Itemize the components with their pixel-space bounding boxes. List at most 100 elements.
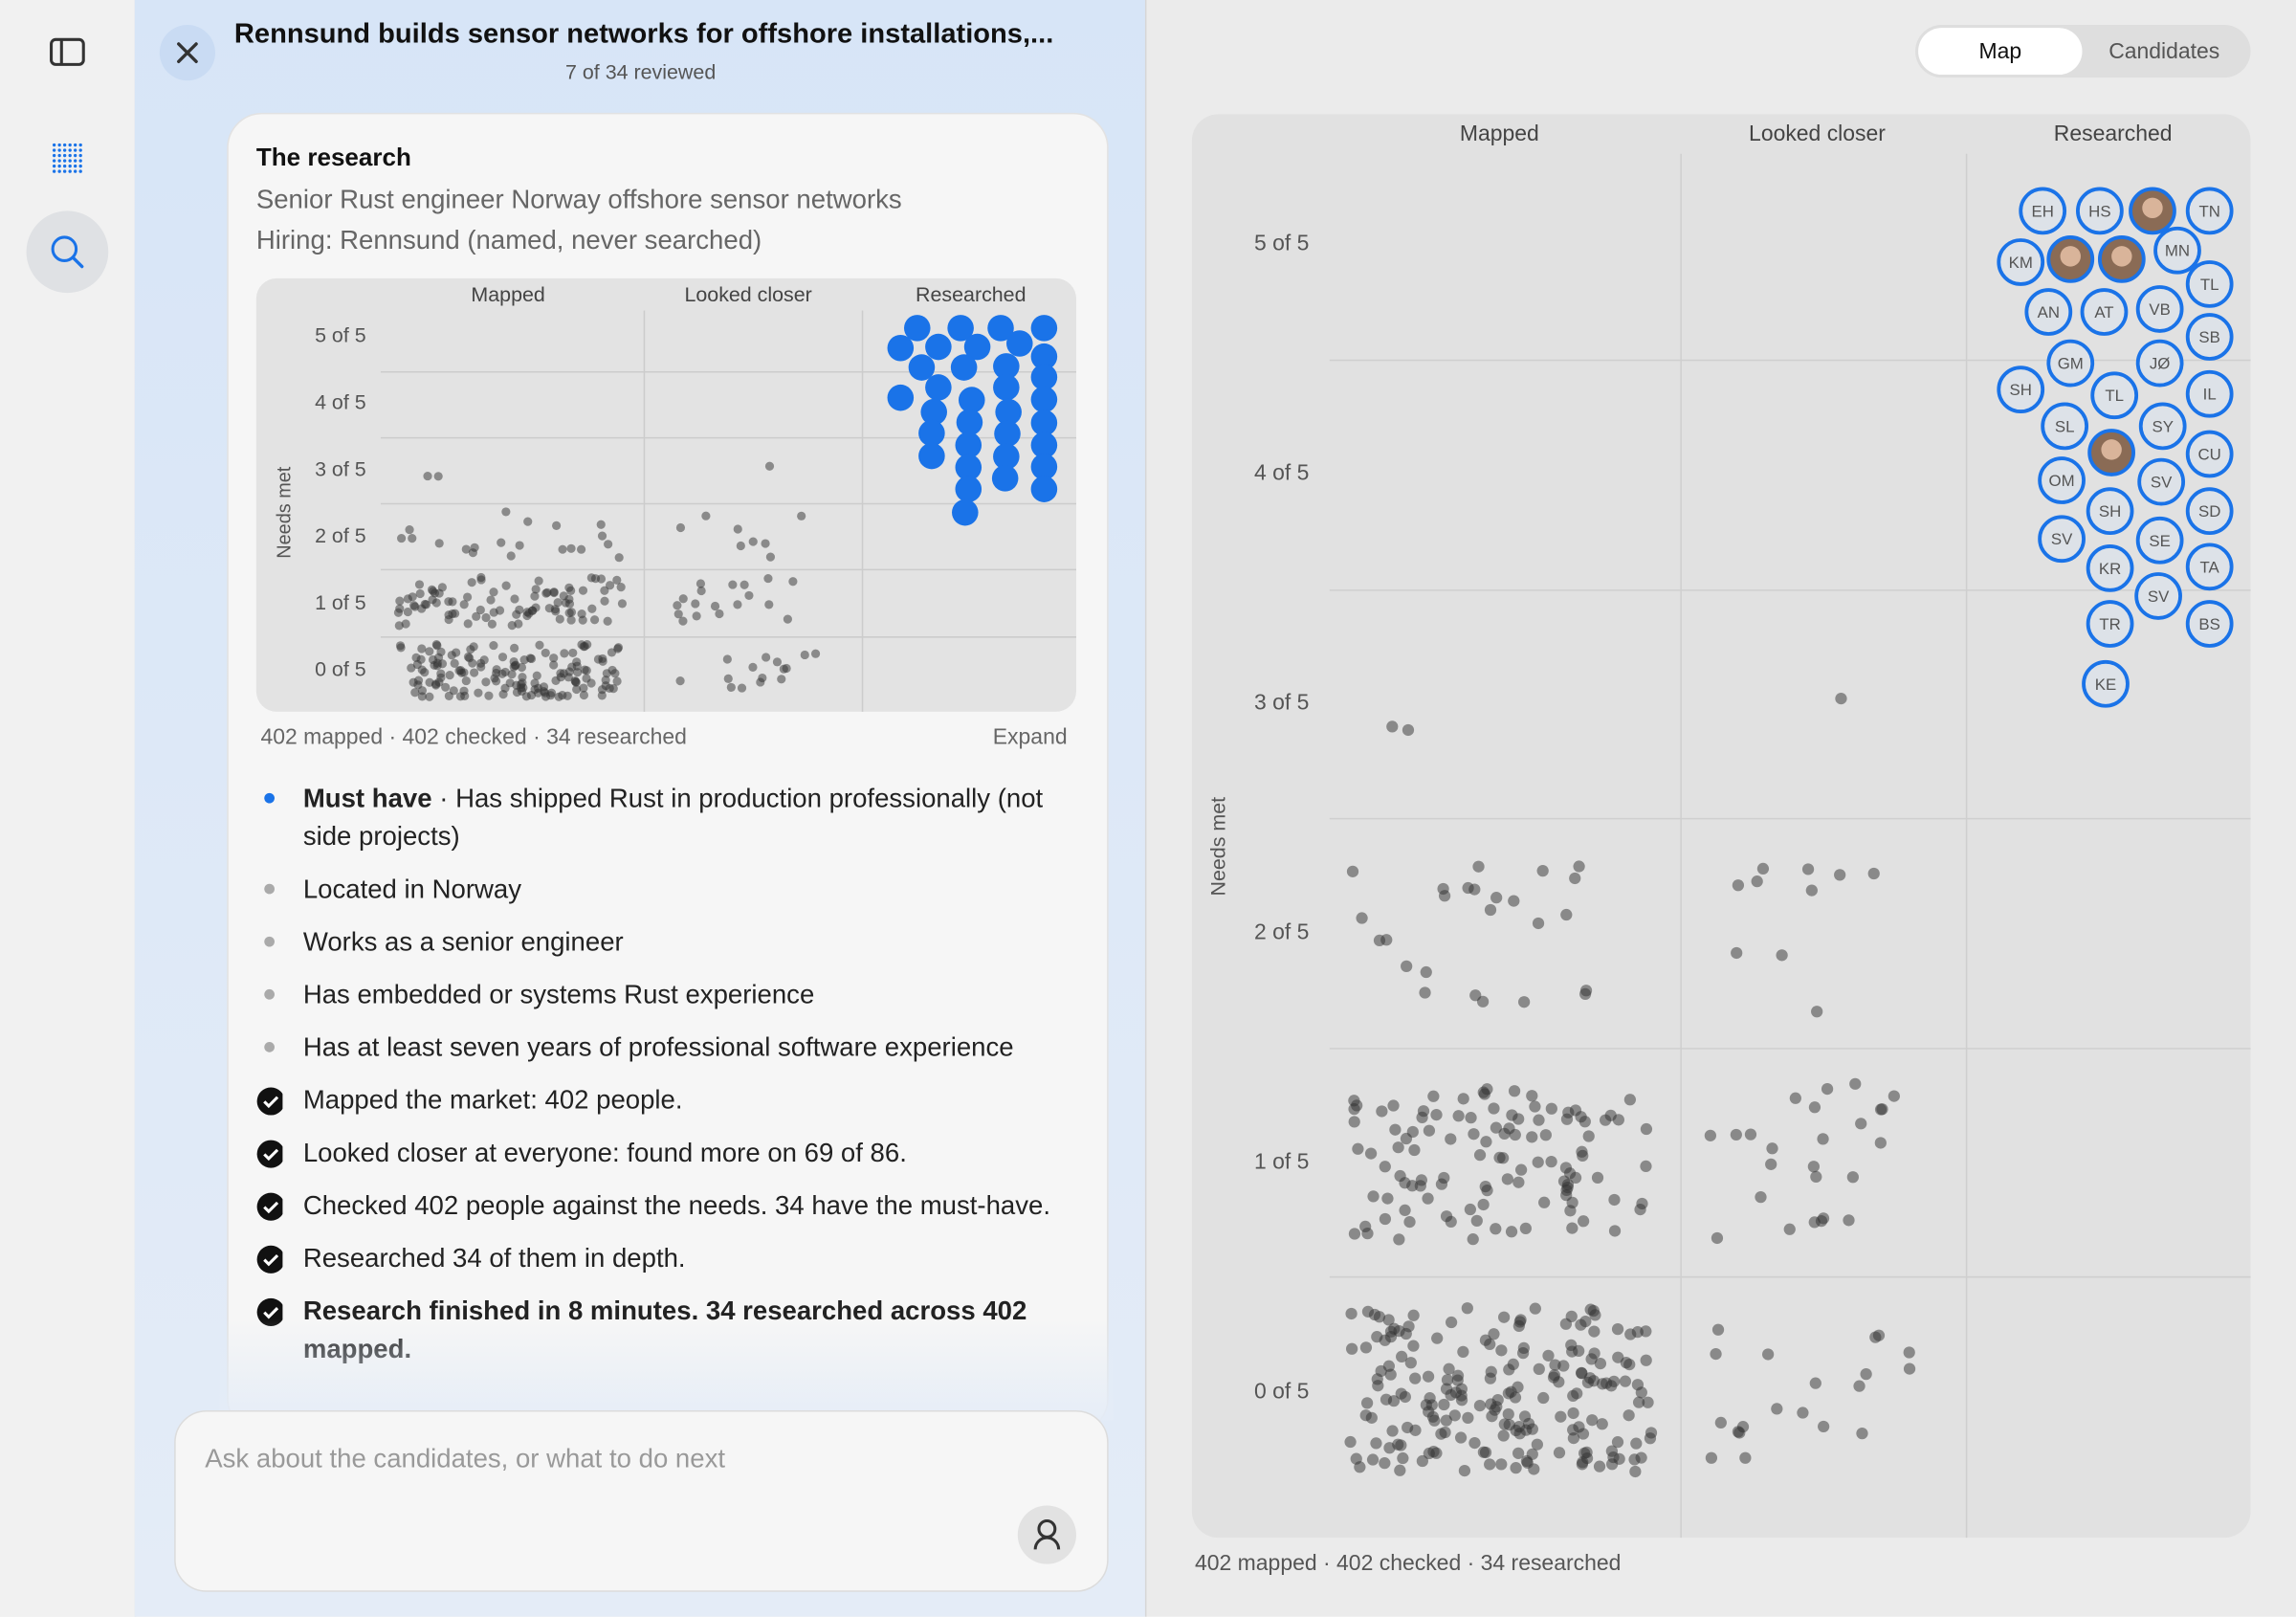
icon-dot — [78, 159, 82, 163]
candidate-avatar[interactable]: SL — [2041, 402, 2089, 451]
candidate-dot — [408, 677, 418, 687]
candidate-dot — [510, 643, 519, 653]
candidate-dot — [1555, 1410, 1567, 1423]
candidate-avatar[interactable]: GM — [2046, 339, 2095, 388]
candidate-avatar[interactable]: AN — [2024, 288, 2073, 336]
candidate-avatar[interactable]: CU — [2185, 430, 2234, 478]
candidate-dot — [1419, 986, 1431, 999]
sidebar — [0, 0, 137, 1617]
candidate-dot — [1573, 860, 1585, 873]
candidate-dot — [1586, 1414, 1599, 1427]
candidate-dot — [764, 461, 775, 471]
candidate-avatar[interactable]: IL — [2185, 369, 2234, 418]
candidate-avatar[interactable]: OM — [2038, 456, 2086, 504]
candidate-dot — [1630, 1437, 1643, 1450]
candidate-avatar[interactable]: SD — [2185, 487, 2234, 536]
candidate-dot — [1545, 1102, 1557, 1115]
candidate-avatar[interactable] — [2097, 235, 2146, 283]
candidate-dot — [1564, 1205, 1577, 1217]
map-icon[interactable] — [52, 143, 82, 173]
candidate-avatar[interactable] — [2046, 235, 2095, 283]
composer-placeholder[interactable]: Ask about the candidates, or what to do … — [205, 1444, 726, 1473]
candidate-dot — [501, 507, 511, 517]
candidate-dot — [433, 472, 443, 481]
candidate-dot — [1449, 1386, 1462, 1399]
need-text: Located in Norway — [303, 870, 521, 908]
tab-candidates[interactable]: Candidates — [2108, 38, 2219, 63]
candidate-dot — [1386, 720, 1399, 733]
candidate-avatar[interactable]: SV — [2134, 572, 2182, 620]
tab-map[interactable]: Map — [1978, 38, 2021, 63]
bullet-dot — [264, 1042, 275, 1052]
candidate-avatar[interactable] — [2129, 187, 2176, 235]
candidate-avatar[interactable]: SH — [2086, 487, 2134, 536]
icon-dot — [62, 153, 67, 158]
candidate-dot — [580, 641, 589, 652]
need-item: Has at least seven years of professional… — [256, 1028, 1054, 1066]
candidate-avatar[interactable]: SV — [2137, 457, 2186, 506]
candidate-avatar[interactable]: JØ — [2135, 339, 2184, 388]
avatar-initials: EH — [2031, 202, 2053, 220]
candidate-dot — [470, 668, 479, 677]
candidate-dot — [715, 609, 724, 619]
candidate-dot — [1642, 1396, 1654, 1408]
candidate-dot — [1348, 1103, 1360, 1116]
researched-dot — [958, 387, 985, 413]
candidate-dot — [1575, 1318, 1587, 1331]
candidate-dot — [1440, 1210, 1453, 1223]
candidate-dot — [1451, 1374, 1464, 1386]
researched-dot — [991, 465, 1019, 492]
candidate-dot — [1577, 1456, 1589, 1469]
avatar-initials: TN — [2198, 202, 2219, 220]
profile-button[interactable] — [1016, 1504, 1077, 1565]
candidate-dot — [1607, 1451, 1620, 1464]
candidate-dot — [1756, 862, 1770, 875]
candidate-avatar[interactable]: SE — [2135, 516, 2184, 565]
mini-map[interactable]: Mapped Looked closer Researched 5 of 5 4 of … — [0, 0, 1145, 732]
candidate-avatar[interactable]: TN — [2185, 187, 2234, 235]
candidate-avatar[interactable]: KR — [2086, 544, 2134, 592]
candidate-avatar[interactable]: TL — [2090, 371, 2139, 420]
candidate-dot — [1462, 1411, 1474, 1425]
candidate-dot — [1569, 1171, 1582, 1185]
avatar-initials: KE — [2095, 676, 2116, 694]
candidate-avatar[interactable]: VB — [2135, 285, 2184, 333]
candidate-dot — [800, 650, 809, 660]
candidate-avatar[interactable]: AT — [2080, 288, 2129, 336]
candidate-dot — [444, 597, 453, 607]
candidate-dot — [733, 600, 742, 609]
candidate-dot — [500, 683, 510, 693]
candidate-dot — [1491, 1393, 1504, 1407]
close-button[interactable] — [158, 23, 216, 81]
search-button[interactable] — [26, 210, 109, 294]
candidate-dot — [810, 649, 821, 658]
candidate-dot — [541, 692, 551, 701]
candidate-avatar[interactable]: BS — [2185, 600, 2234, 648]
avatar-circle — [2080, 288, 2129, 336]
step-text: Looked closer at everyone: found more on… — [302, 1138, 907, 1167]
candidate-dot — [441, 682, 451, 692]
researched-dot — [920, 398, 947, 426]
candidate-avatar[interactable]: KM — [1997, 238, 2045, 286]
candidate-avatar[interactable]: SV — [2038, 515, 2086, 564]
candidate-dot — [1473, 1399, 1487, 1412]
candidate-dot — [1435, 1178, 1448, 1190]
candidate-avatar[interactable]: HS — [2076, 187, 2124, 235]
candidate-avatar[interactable]: TL — [2185, 260, 2234, 308]
need-description: Works as a senior engineer — [302, 926, 624, 957]
candidate-avatar[interactable]: TA — [2185, 543, 2234, 591]
candidate-avatar[interactable]: SB — [2185, 313, 2234, 361]
candidate-avatar[interactable]: SH — [1997, 365, 2045, 414]
candidate-avatar[interactable]: KE — [2082, 659, 2130, 708]
candidate-avatar[interactable]: EH — [2019, 187, 2067, 235]
toggle-sidebar[interactable] — [50, 37, 85, 66]
candidate-avatar[interactable] — [2087, 429, 2135, 476]
researched-dot — [908, 354, 936, 381]
candidate-avatar[interactable]: TR — [2086, 600, 2134, 648]
candidate-avatar[interactable]: MN — [2153, 226, 2201, 275]
row-label: 0 of 5 — [315, 658, 366, 681]
expand-link[interactable]: Expand — [992, 724, 1068, 750]
composer[interactable] — [174, 1409, 1109, 1592]
candidate-avatar[interactable]: SY — [2138, 402, 2187, 451]
candidate-dot — [1512, 1319, 1525, 1333]
